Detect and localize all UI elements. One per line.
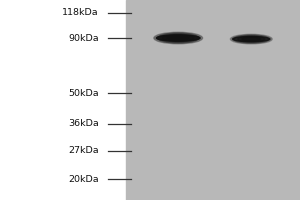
Text: 27kDa: 27kDa xyxy=(68,146,99,155)
Ellipse shape xyxy=(162,34,194,42)
Ellipse shape xyxy=(154,32,202,44)
Ellipse shape xyxy=(233,35,269,43)
Text: 20kDa: 20kDa xyxy=(68,175,99,184)
Text: 90kDa: 90kDa xyxy=(68,34,99,43)
Bar xyxy=(126,0,300,200)
Ellipse shape xyxy=(238,36,265,42)
Text: 50kDa: 50kDa xyxy=(68,89,99,98)
Ellipse shape xyxy=(242,37,261,41)
Text: 36kDa: 36kDa xyxy=(68,119,99,128)
Ellipse shape xyxy=(156,35,200,41)
Ellipse shape xyxy=(232,36,270,42)
Ellipse shape xyxy=(230,34,272,44)
Ellipse shape xyxy=(167,35,189,41)
Ellipse shape xyxy=(158,33,199,43)
Text: 118kDa: 118kDa xyxy=(62,8,99,17)
